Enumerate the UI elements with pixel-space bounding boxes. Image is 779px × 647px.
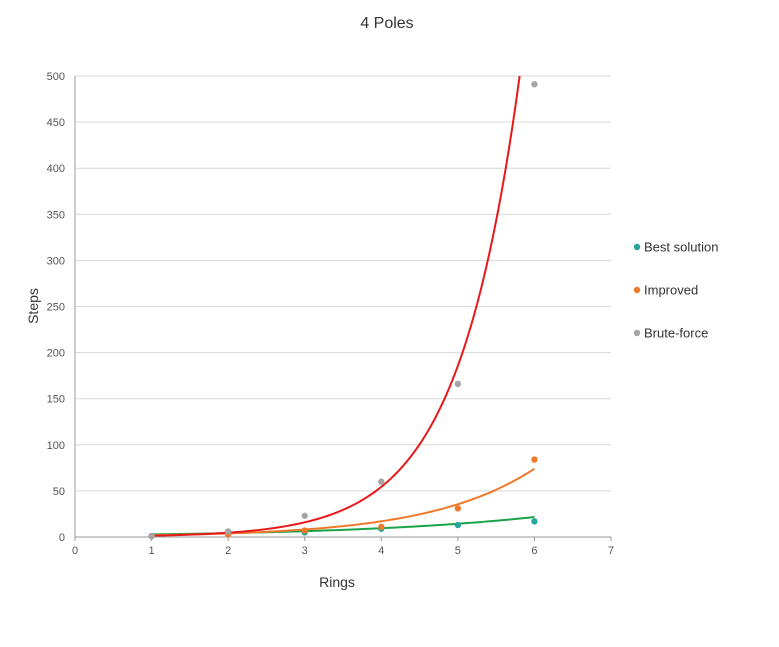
y-tick-label: 100: [47, 440, 65, 452]
y-tick-label: 150: [47, 394, 65, 406]
point-best-solution: [454, 521, 462, 529]
y-tick-label: 400: [47, 163, 65, 175]
x-tick-label: 0: [72, 545, 78, 557]
trendline-improved: [151, 467, 535, 537]
legend-label-best-solution: Best solution: [644, 240, 718, 255]
point-improved: [454, 505, 462, 512]
point-improved: [301, 527, 308, 534]
point-brute-force: [301, 512, 308, 519]
point-brute-force: [224, 528, 232, 535]
y-tick-label: 450: [47, 117, 65, 129]
x-tick-label: 6: [531, 545, 537, 557]
legend-label-improved: Improved: [644, 283, 698, 298]
x-tick-label: 2: [225, 545, 231, 557]
point-brute-force: [148, 532, 155, 540]
y-tick-label: 250: [47, 302, 65, 314]
y-tick-label: 200: [47, 348, 65, 360]
legend-label-brute-force: Brute-force: [644, 326, 708, 341]
x-tick-labels: 0 1 2 3 4 5 6 7: [72, 545, 614, 557]
y-axis-label: Steps: [25, 288, 41, 324]
x-tick-label: 7: [608, 545, 614, 557]
point-brute-force: [531, 81, 538, 88]
x-tick-label: 4: [378, 545, 384, 557]
x-tick-label: 1: [149, 545, 155, 557]
y-tick-label: 300: [47, 255, 65, 267]
y-tick-label: 350: [47, 209, 65, 221]
point-improved: [378, 523, 385, 531]
chart-title: 4 Poles: [360, 15, 413, 32]
y-tick-label: 0: [59, 532, 65, 544]
point-improved: [531, 456, 538, 463]
data-points: [148, 81, 538, 540]
legend-marker-brute-force: [633, 329, 641, 337]
x-tick-label: 5: [455, 545, 461, 557]
legend-marker-improved: [633, 286, 641, 294]
point-brute-force: [378, 478, 385, 485]
y-tick-label: 50: [53, 486, 65, 498]
gridlines: [75, 75, 611, 492]
legend-marker-best-solution: [633, 243, 641, 251]
legend: Best solution Improved Brute-force: [633, 240, 718, 341]
x-tick-label: 3: [302, 545, 308, 557]
trendline-brute-force: [151, 76, 521, 537]
x-axis-label: Rings: [319, 574, 355, 590]
point-best-solution: [531, 518, 538, 525]
trendlines: [151, 76, 535, 537]
y-tick-label: 500: [47, 71, 65, 83]
y-tick-labels: 0 50 100 150 200 250 300 350 400 450 500: [47, 71, 65, 544]
point-brute-force: [454, 380, 462, 388]
